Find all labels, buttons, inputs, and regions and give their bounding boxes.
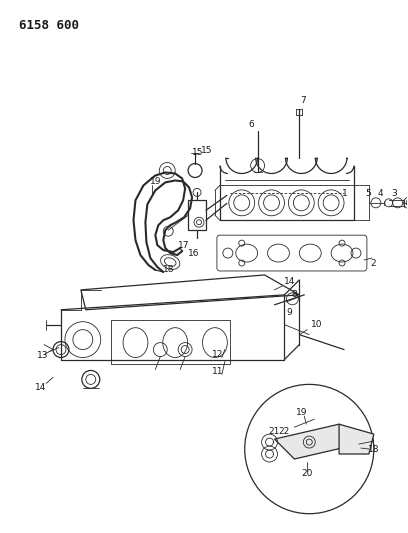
Text: 18: 18 [368, 445, 379, 454]
Text: 20: 20 [302, 470, 313, 479]
Text: 12: 12 [212, 350, 224, 359]
Text: 14: 14 [284, 277, 295, 286]
Text: 3: 3 [391, 189, 397, 198]
Text: 9: 9 [286, 308, 292, 317]
Text: 22: 22 [279, 426, 290, 435]
FancyBboxPatch shape [217, 235, 367, 271]
Text: 1: 1 [342, 189, 348, 198]
Text: 6: 6 [249, 120, 255, 129]
Text: 10: 10 [310, 320, 322, 329]
Text: 5: 5 [365, 189, 371, 198]
Text: 11: 11 [212, 367, 224, 376]
Text: 21: 21 [269, 426, 280, 435]
Text: 4: 4 [378, 189, 384, 198]
Text: 19: 19 [150, 177, 161, 186]
Text: 7: 7 [300, 96, 306, 106]
Text: 14: 14 [35, 383, 47, 392]
Text: 18: 18 [162, 265, 174, 274]
Text: 17: 17 [178, 240, 190, 249]
Text: 8: 8 [291, 290, 297, 300]
Bar [188, 200, 206, 230]
Text: 15: 15 [192, 148, 204, 157]
Text: 6158 600: 6158 600 [19, 19, 79, 33]
Text: 13: 13 [38, 351, 49, 360]
Text: 15: 15 [201, 146, 213, 155]
Text: 19: 19 [295, 408, 307, 417]
Bar [111, 320, 230, 365]
Polygon shape [275, 424, 359, 459]
Text: 2: 2 [370, 259, 376, 268]
Polygon shape [339, 424, 374, 454]
Text: 16: 16 [188, 248, 200, 257]
